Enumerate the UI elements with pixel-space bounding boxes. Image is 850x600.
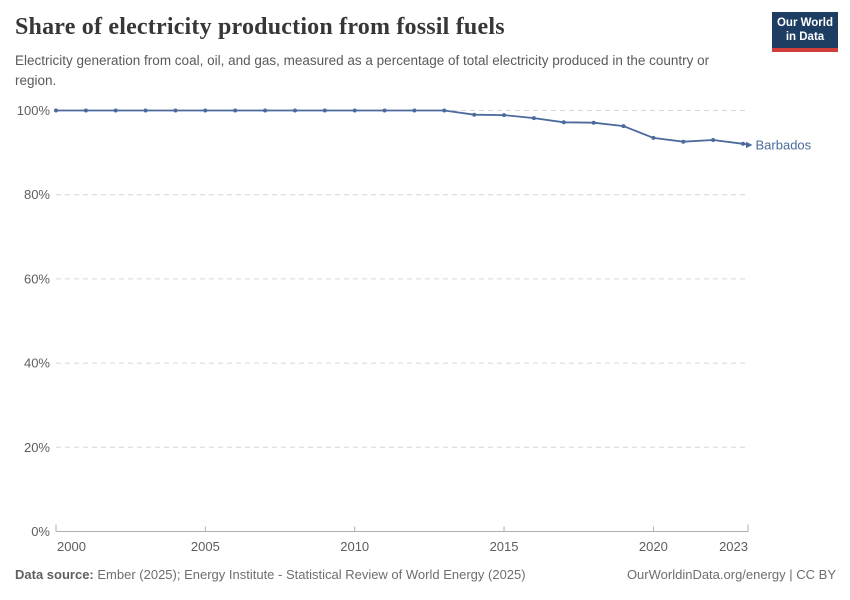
chart-footer: Data source: Ember (2025); Energy Instit… [15, 567, 836, 582]
x-tick-label: 2005 [191, 539, 220, 554]
owid-logo-line1: Our World [776, 17, 833, 29]
y-tick-label: 60% [24, 271, 50, 286]
data-point [651, 135, 656, 140]
data-point [472, 112, 477, 117]
data-point [143, 108, 148, 113]
data-point [54, 108, 58, 113]
data-line [56, 109, 744, 145]
x-tick-label: 2000 [57, 539, 86, 554]
data-source-label: Data source: [15, 567, 94, 582]
data-point [412, 108, 417, 113]
data-source-text: Ember (2025); Energy Institute - Statist… [97, 567, 526, 582]
y-tick-label: 20% [24, 440, 50, 455]
data-point [173, 108, 178, 113]
data-point [113, 108, 118, 113]
x-tick-label: 2010 [340, 539, 369, 554]
data-point [263, 108, 268, 113]
series-label: Barbados [756, 137, 812, 152]
data-point [322, 108, 327, 113]
y-tick-label: 40% [24, 356, 50, 371]
data-point [233, 108, 238, 113]
data-point [442, 108, 447, 113]
data-point [352, 108, 357, 113]
data-source-note: Data source: Ember (2025); Energy Instit… [15, 567, 526, 582]
y-tick-label: 80% [24, 187, 50, 202]
y-tick-label: 100% [17, 103, 51, 118]
data-point [681, 139, 686, 144]
data-point [711, 138, 716, 142]
y-tick-label: 0% [31, 524, 50, 539]
owid-logo: Our World in Data [772, 12, 838, 53]
owid-logo-line2: in Data [785, 30, 825, 43]
arrowhead-icon [746, 141, 753, 149]
data-point [83, 108, 88, 113]
x-tick-label: 2015 [490, 539, 519, 554]
data-point [502, 113, 506, 118]
x-tick-label: 2020 [639, 539, 668, 554]
data-point [561, 120, 566, 125]
x-tick-label: 2023 [719, 539, 748, 554]
data-point [621, 124, 626, 129]
data-point [531, 116, 536, 121]
data-point [382, 108, 387, 113]
credit-line: OurWorldinData.org/energy | CC BY [626, 567, 836, 582]
data-point [591, 120, 596, 125]
page-title: Share of electricity production from fos… [15, 14, 505, 40]
chart-subtitle: Electricity generation from coal, oil, a… [15, 53, 710, 88]
data-point [203, 108, 208, 113]
data-point [293, 108, 297, 113]
